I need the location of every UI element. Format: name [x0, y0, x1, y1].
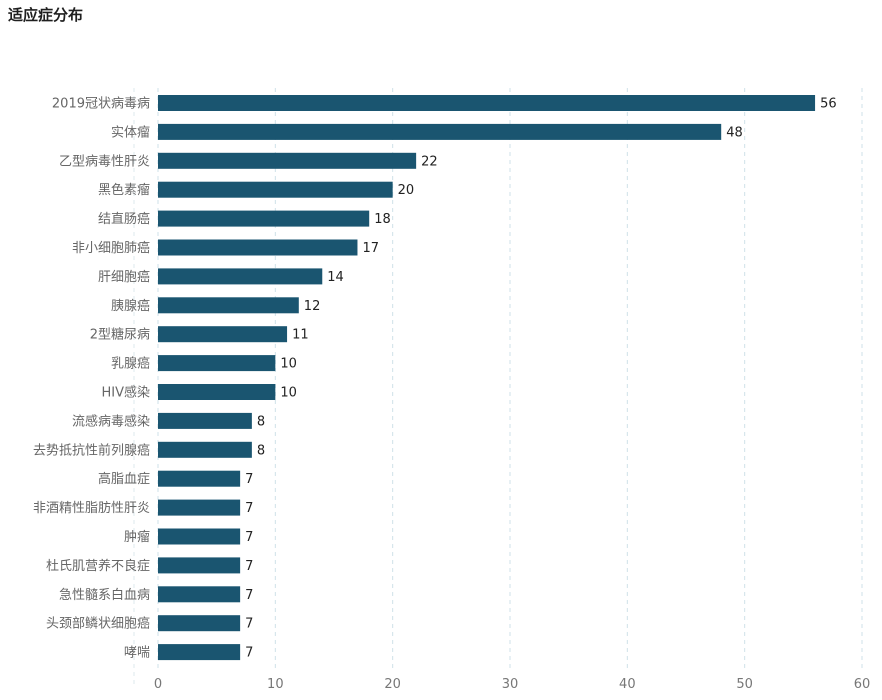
category-label: 胰腺癌 — [111, 298, 150, 314]
data-label: 7 — [245, 588, 253, 603]
data-label: 18 — [374, 212, 391, 227]
bar — [158, 152, 417, 169]
category-label: HIV感染 — [101, 385, 150, 401]
data-label: 8 — [257, 414, 265, 429]
data-label: 7 — [245, 530, 253, 545]
category-label: 非酒精性脂肪性肝炎 — [33, 500, 150, 516]
x-tick-label: 60 — [854, 677, 871, 692]
bar — [158, 412, 252, 429]
data-label: 7 — [245, 646, 253, 661]
x-tick-label: 50 — [736, 677, 753, 692]
data-label: 20 — [398, 183, 415, 198]
data-label: 10 — [280, 357, 297, 372]
bar — [158, 297, 299, 314]
bar — [158, 123, 722, 140]
category-label: 乙型病毒性肝炎 — [59, 154, 150, 169]
category-label: 2019冠状病毒病 — [52, 97, 150, 112]
data-label: 11 — [292, 328, 309, 343]
data-label: 8 — [257, 443, 265, 458]
data-label: 14 — [327, 270, 344, 285]
category-label: 乳腺癌 — [111, 356, 150, 372]
ticks-layer: 0 10 20 30 40 50 60 — [154, 677, 870, 692]
bar — [158, 384, 276, 400]
category-label: 2型糖尿病 — [90, 327, 150, 343]
data-label: 7 — [245, 617, 253, 632]
data-label: 22 — [421, 154, 438, 169]
category-label: 实体瘤 — [111, 124, 150, 140]
bar — [158, 528, 241, 545]
bar — [158, 644, 241, 661]
bar — [158, 557, 241, 574]
category-label: 头颈部鳞状细胞癌 — [46, 616, 150, 632]
bar — [158, 586, 241, 603]
data-label: 48 — [726, 125, 743, 140]
chart-title: 适应症分布 — [8, 6, 84, 24]
category-label: 非小细胞肺癌 — [72, 240, 150, 256]
bar — [158, 470, 241, 487]
data-label: 7 — [245, 501, 253, 516]
category-label: 杜氏肌营养不良症 — [46, 558, 150, 574]
bar — [158, 326, 288, 343]
data-label: 56 — [820, 97, 837, 112]
bars-layer — [158, 95, 816, 661]
bar — [158, 239, 358, 256]
category-label: 结直肠癌 — [98, 211, 150, 227]
x-tick-label: 30 — [502, 677, 519, 692]
bar — [158, 355, 276, 372]
category-label: 肝细胞癌 — [98, 269, 150, 285]
category-label: 黑色素瘤 — [98, 182, 150, 198]
bar — [158, 95, 816, 111]
category-label: 去势抵抗性前列腺癌 — [33, 442, 150, 458]
data-label: 10 — [280, 386, 297, 401]
category-label: 急性髓系白血病 — [59, 587, 150, 603]
category-label: 肿瘤 — [124, 529, 150, 545]
category-label: 哮喘 — [124, 645, 150, 661]
bar — [158, 499, 241, 516]
category-label: 高脂血症 — [98, 471, 150, 487]
bar — [158, 441, 252, 458]
data-label: 17 — [362, 241, 379, 256]
labels-layer: 2019冠状病毒病 56 实体瘤 48 乙型病毒性肝炎 22 黑色素瘤 20 结直肠癌 18 非小细… — [33, 97, 837, 661]
x-tick-label: 0 — [154, 677, 162, 692]
x-tick-label: 20 — [384, 677, 401, 692]
bar — [158, 181, 393, 198]
x-tick-label: 10 — [267, 677, 284, 692]
data-label: 7 — [245, 559, 253, 574]
category-label: 流感病毒感染 — [72, 413, 150, 429]
grid-layer — [133, 88, 863, 688]
x-tick-label: 40 — [619, 677, 636, 692]
bar — [158, 268, 323, 285]
bar — [158, 615, 241, 632]
data-label: 7 — [245, 472, 253, 487]
bar — [158, 210, 370, 227]
data-label: 12 — [304, 299, 321, 314]
